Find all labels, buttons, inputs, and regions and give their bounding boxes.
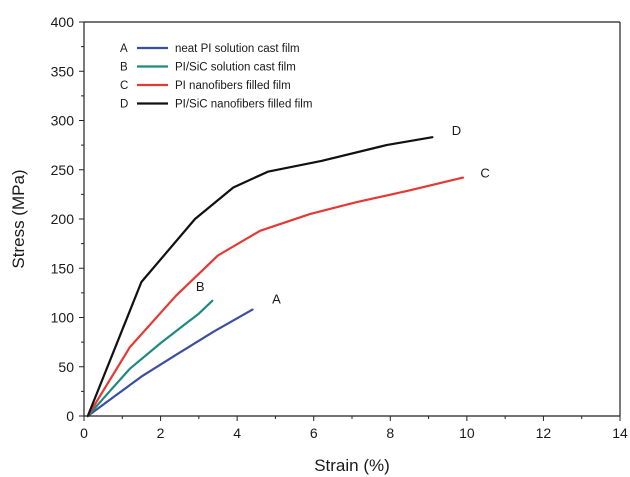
x-tick-label: 0 xyxy=(80,425,88,441)
legend-key-a: A xyxy=(120,43,128,55)
x-tick-label: 2 xyxy=(157,425,165,441)
axes-layer xyxy=(83,21,621,417)
x-tick-label: 4 xyxy=(233,425,241,441)
legend-label-a: neat PI solution cast film xyxy=(175,43,300,55)
y-tick-label: 50 xyxy=(58,359,74,375)
curve-label-c: C xyxy=(480,166,489,181)
y-tick-label: 300 xyxy=(51,113,75,129)
legend-label-c: PI nanofibers filled film xyxy=(175,80,291,92)
curve-label-b: B xyxy=(196,279,205,294)
y-tick-label: 350 xyxy=(51,63,75,79)
x-axis-title: Strain (%) xyxy=(314,456,390,475)
x-tick-label: 10 xyxy=(459,425,475,441)
y-axis-title: Stress (MPa) xyxy=(9,169,28,268)
plot-frame xyxy=(83,21,621,417)
x-tick-label: 6 xyxy=(310,425,318,441)
series-line-d xyxy=(86,136,434,418)
legend-label-b: PI/SiC solution cast film xyxy=(175,62,296,74)
y-axis-ticks: 0 50 100 150 200 250 300 350 400 xyxy=(51,14,84,424)
y-tick-label: 150 xyxy=(51,260,75,276)
x-tick-label: 14 xyxy=(612,425,628,441)
legend-key-d: D xyxy=(120,99,128,111)
y-tick-label: 250 xyxy=(51,162,75,178)
legend-key-c: C xyxy=(120,80,128,92)
curve-label-a: A xyxy=(272,292,281,307)
series-layer xyxy=(86,136,465,418)
y-tick-label: 400 xyxy=(51,14,75,30)
x-axis-ticks: 0 2 4 6 8 10 12 14 xyxy=(80,416,628,441)
series-line-b xyxy=(86,299,214,418)
series-line-c xyxy=(86,176,465,418)
x-tick-label: 12 xyxy=(536,425,552,441)
y-tick-label: 200 xyxy=(51,211,75,227)
x-tick-label: 8 xyxy=(386,425,394,441)
curve-labels: A B C D xyxy=(196,123,490,306)
curve-label-d: D xyxy=(452,123,461,138)
legend-label-d: PI/SiC nanofibers filled film xyxy=(175,99,312,111)
y-tick-label: 0 xyxy=(66,408,74,424)
legend-key-b: B xyxy=(120,62,128,74)
y-tick-label: 100 xyxy=(51,310,75,326)
series-line-a xyxy=(86,308,254,418)
